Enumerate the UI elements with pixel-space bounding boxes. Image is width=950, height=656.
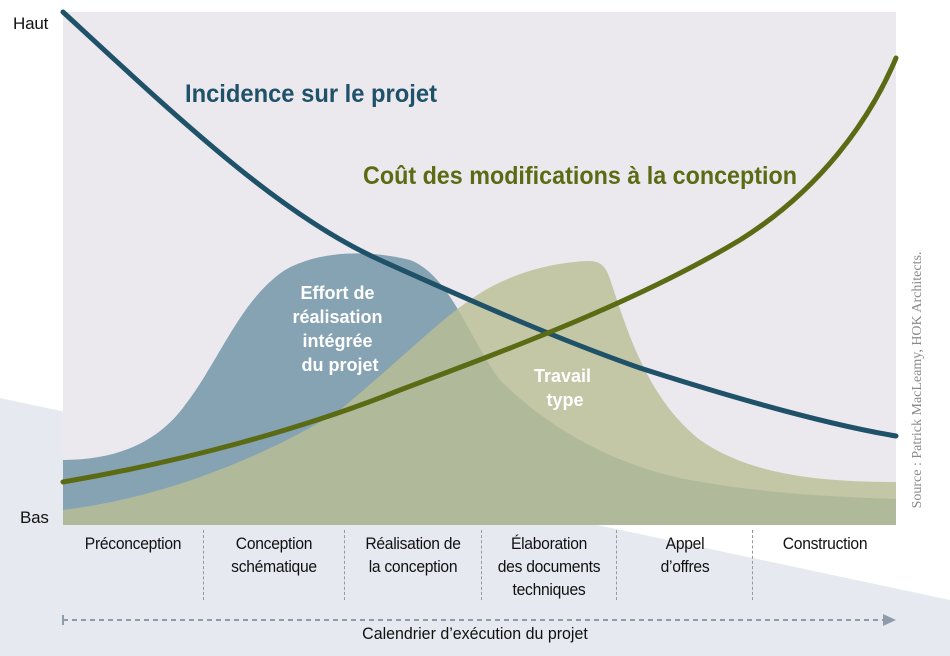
curve-impact [60,9,899,439]
area-typical-work [63,261,896,525]
label-typical-work: Travail type [534,366,596,410]
phase-divider [752,530,753,600]
phase-design-development: Réalisation de la conception [365,534,461,576]
phase-construction-documents: Élaboration des documents techniques [497,534,601,599]
timeline-arrowhead [883,614,896,626]
curve-cost [60,55,899,485]
phase-divider [616,530,617,600]
label-cost: Coût des modifications à la conception [363,162,797,190]
phase-divider [344,530,345,600]
timeline-label: Calendrier d’exécution du projet [362,624,588,643]
y-axis-low-label: Bas [20,508,49,527]
phase-preconception: Préconception [84,534,182,553]
phase-divider [203,530,204,600]
phase-schematic-design: Conception schématique [231,534,317,576]
phase-bidding: Appel d’offres [660,534,710,576]
source-note-text: Source : Patrick MacLeamy, HOK Architect… [910,251,925,509]
phase-construction: Construction [782,534,868,553]
y-axis-high-label: Haut [13,14,49,33]
label-integrated-effort: Effort de réalisation intégrée du projet [292,283,387,375]
label-impact: Incidence sur le projet [185,80,438,108]
phase-divider [481,530,482,600]
